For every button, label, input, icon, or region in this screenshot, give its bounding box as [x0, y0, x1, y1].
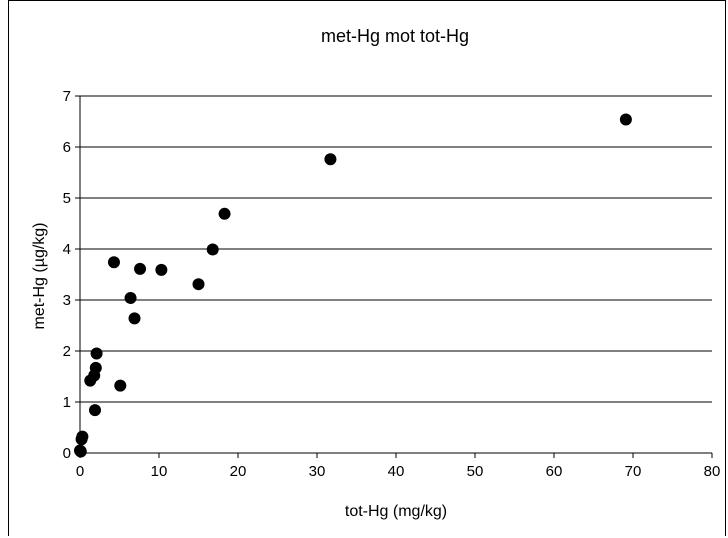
data-point: [74, 445, 87, 458]
y-tick-label: 3: [63, 292, 71, 309]
y-tick-labels: 0 1 2 3 4 5 6 7: [63, 88, 71, 462]
x-tick-labels: 0 10 20 30 40 50 60 70 80: [76, 463, 721, 480]
x-tick-label: 0: [76, 463, 84, 480]
data-point: [192, 278, 205, 291]
y-tick-label: 1: [63, 394, 71, 411]
y-tick-label: 4: [63, 241, 71, 258]
gridlines: [80, 95, 712, 403]
data-point: [128, 312, 141, 325]
data-point: [155, 263, 168, 276]
y-tick-label: 0: [63, 445, 71, 462]
data-point: [114, 379, 127, 392]
data-point: [89, 404, 102, 417]
y-tick-label: 2: [63, 343, 71, 360]
y-tick-label: 6: [63, 139, 71, 156]
x-tick-label: 80: [704, 463, 721, 480]
data-point: [324, 153, 337, 166]
x-tick-label: 40: [388, 463, 405, 480]
data-point: [89, 361, 102, 374]
data-point: [218, 207, 231, 220]
data-point: [206, 243, 219, 256]
data-point: [134, 262, 147, 275]
data-point: [107, 256, 120, 269]
y-tick-label: 5: [63, 190, 71, 207]
data-points: [74, 113, 632, 458]
axes: [75, 95, 713, 458]
data-point: [90, 347, 103, 360]
x-axis-title: tot-Hg (mg/kg): [345, 503, 447, 520]
x-tick-label: 70: [625, 463, 642, 480]
x-tick-label: 30: [309, 463, 326, 480]
y-tick-label: 7: [63, 88, 71, 105]
data-point: [76, 430, 89, 443]
x-tick-label: 10: [151, 463, 168, 480]
x-tick-label: 50: [467, 463, 484, 480]
x-tick-label: 60: [546, 463, 563, 480]
y-axis-title: met-Hg (µg/kg): [31, 222, 48, 329]
data-point: [619, 113, 632, 126]
data-point: [124, 291, 137, 304]
chart-title: met-Hg mot tot-Hg: [321, 26, 469, 46]
chart-frame: [8, 0, 726, 536]
x-tick-label: 20: [230, 463, 247, 480]
